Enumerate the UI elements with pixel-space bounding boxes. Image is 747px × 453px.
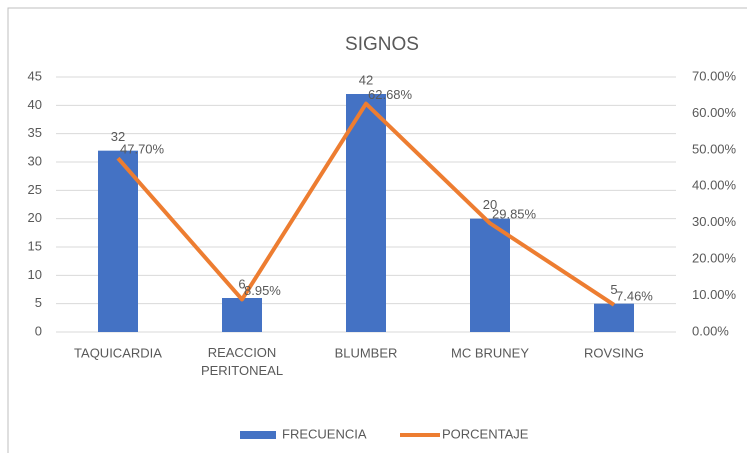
y-tick-label: 20 xyxy=(28,210,42,225)
x-tick-label: MC BRUNEY xyxy=(451,345,529,360)
y-tick-label: 0 xyxy=(35,323,42,338)
data-label: 32 xyxy=(111,129,125,144)
y2-tick-label: 60.00% xyxy=(692,105,737,120)
y-tick-label: 5 xyxy=(35,295,42,310)
y2-tick-label: 70.00% xyxy=(692,68,737,83)
y2-tick-label: 40.00% xyxy=(692,178,737,193)
bar xyxy=(594,303,634,332)
bar xyxy=(346,94,386,332)
data-label: 8.95% xyxy=(244,283,281,298)
data-label: 29.85% xyxy=(492,207,537,222)
legend-swatch xyxy=(240,431,276,439)
data-label: 47.70% xyxy=(120,142,165,157)
y2-tick-label: 20.00% xyxy=(692,251,737,266)
x-tick-label: REACCION PERITONEAL xyxy=(201,345,283,378)
bar xyxy=(98,150,138,332)
data-label: 20 xyxy=(483,197,497,212)
y2-tick-label: 0.00% xyxy=(692,323,729,338)
bar xyxy=(222,298,262,332)
y-tick-label: 25 xyxy=(28,182,42,197)
x-tick-label: TAQUICARDIA xyxy=(74,345,162,360)
data-label: 6 xyxy=(238,276,245,291)
legend-label: PORCENTAJE xyxy=(442,426,529,441)
legend-label: FRECUENCIA xyxy=(282,426,367,441)
y-tick-label: 35 xyxy=(28,125,42,140)
line xyxy=(116,101,616,307)
x-tick-label: BLUMBER xyxy=(335,345,398,360)
y-tick-label: 10 xyxy=(28,267,42,282)
y2-tick-label: 30.00% xyxy=(692,214,737,229)
y2-tick-label: 10.00% xyxy=(692,287,737,302)
data-label: 42 xyxy=(359,72,373,87)
data-label: 7.46% xyxy=(616,288,653,303)
y-tick-label: 15 xyxy=(28,238,42,253)
chart-title: SIGNOS xyxy=(345,34,419,55)
y2-tick-label: 50.00% xyxy=(692,141,737,156)
y-tick-label: 40 xyxy=(28,97,42,112)
data-label: 5 xyxy=(610,282,617,297)
y-tick-label: 45 xyxy=(28,68,42,83)
x-tick-label: ROVSING xyxy=(584,345,644,360)
bar xyxy=(470,218,510,332)
data-label: 62.68% xyxy=(368,87,413,102)
y-tick-label: 30 xyxy=(28,153,42,168)
